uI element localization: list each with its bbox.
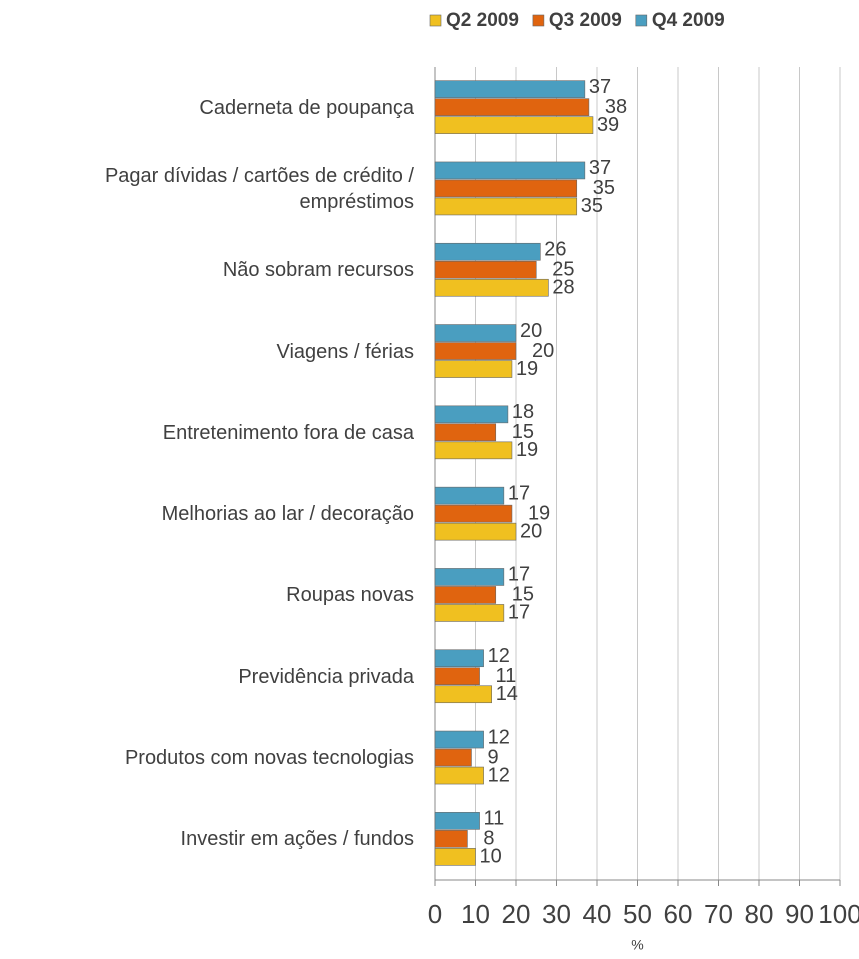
y-tick-label: Produtos com novas tecnologias <box>124 747 414 770</box>
data-label: 14 <box>496 683 518 705</box>
data-label: 35 <box>593 177 615 199</box>
x-tick-label: 20 <box>502 899 531 929</box>
data-label: 9 <box>487 746 498 768</box>
bar <box>434 98 590 116</box>
data-label: 17 <box>508 482 530 504</box>
bar <box>434 604 505 622</box>
data-label: 19 <box>516 439 538 461</box>
legend-swatch <box>532 14 545 27</box>
data-label: 17 <box>508 564 530 586</box>
x-tick-label: 0 <box>428 899 442 929</box>
x-tick-label: 70 <box>704 899 733 929</box>
bar <box>434 586 497 604</box>
data-label: 10 <box>480 846 502 868</box>
x-tick-label: 60 <box>664 899 693 929</box>
data-label: 11 <box>496 665 517 687</box>
data-label: 20 <box>520 320 542 342</box>
bar <box>434 848 476 866</box>
data-label: 26 <box>544 239 566 261</box>
data-label: 37 <box>589 76 611 98</box>
bar <box>434 522 517 541</box>
y-tick-label: Roupas novas <box>286 584 414 607</box>
bar <box>434 260 537 279</box>
data-label: 19 <box>528 502 550 524</box>
bar <box>434 116 594 134</box>
legend-label: Q4 2009 <box>652 10 725 31</box>
legend-label: Q3 2009 <box>549 10 622 31</box>
data-label: 28 <box>552 277 574 299</box>
bar <box>434 324 517 342</box>
bar <box>434 766 484 785</box>
bar <box>434 685 493 704</box>
data-label: 38 <box>605 96 627 118</box>
x-tick-label: 50 <box>623 899 652 929</box>
data-label: 20 <box>532 340 554 362</box>
bar <box>434 568 505 586</box>
bar <box>434 161 586 180</box>
data-label: 25 <box>552 259 574 281</box>
data-label: 20 <box>520 520 542 542</box>
bar <box>434 830 468 848</box>
bar <box>434 360 513 378</box>
bar <box>434 486 505 505</box>
y-tick-label: Investir em ações / fundos <box>180 828 414 851</box>
data-label: 17 <box>508 602 530 624</box>
x-axis-title: % <box>631 937 643 953</box>
y-tick-label: Entretenimento fora de casa <box>162 421 414 444</box>
data-label: 37 <box>589 157 611 179</box>
data-label: 12 <box>488 726 510 748</box>
bar <box>434 730 484 749</box>
bar <box>434 242 541 261</box>
bar <box>434 504 513 523</box>
data-label: 8 <box>483 828 494 850</box>
bar <box>434 80 586 98</box>
y-tick-label: Pagar dívidas / cartões de crédito / emp… <box>104 164 414 213</box>
bar <box>434 197 578 216</box>
bar <box>434 812 480 830</box>
bar <box>434 423 497 442</box>
bar <box>434 342 517 360</box>
data-label: 18 <box>512 401 534 423</box>
data-label: 12 <box>488 645 510 667</box>
legend-label: Q2 2009 <box>446 10 519 31</box>
y-tick-label: Caderneta de poupança <box>199 96 414 119</box>
legend-swatch <box>635 14 648 27</box>
data-label: 15 <box>512 584 534 606</box>
legend-swatch <box>429 14 442 27</box>
y-tick-label: Melhorias ao lar / decoração <box>161 503 414 526</box>
x-tick-label: 100 <box>818 899 859 929</box>
x-tick-label: 30 <box>542 899 571 929</box>
bar <box>434 667 480 686</box>
y-tick-label: Não sobram recursos <box>222 259 414 282</box>
y-tick-label: Viagens / férias <box>276 340 415 363</box>
data-label: 12 <box>488 764 510 786</box>
x-tick-label: 90 <box>785 899 814 929</box>
x-tick-label: 40 <box>583 899 612 929</box>
bar <box>434 405 509 424</box>
y-tick-label: Previdência privada <box>238 665 414 688</box>
bar <box>434 649 484 668</box>
data-label: 11 <box>484 808 505 830</box>
data-label: 39 <box>597 114 619 136</box>
bar <box>434 441 513 460</box>
x-tick-label: 80 <box>745 899 774 929</box>
bar <box>434 179 578 198</box>
data-label: 35 <box>581 195 603 217</box>
bar <box>434 278 549 297</box>
bar <box>434 748 472 767</box>
data-label: 19 <box>516 358 538 380</box>
x-tick-label: 10 <box>461 899 490 929</box>
data-label: 15 <box>512 421 534 443</box>
